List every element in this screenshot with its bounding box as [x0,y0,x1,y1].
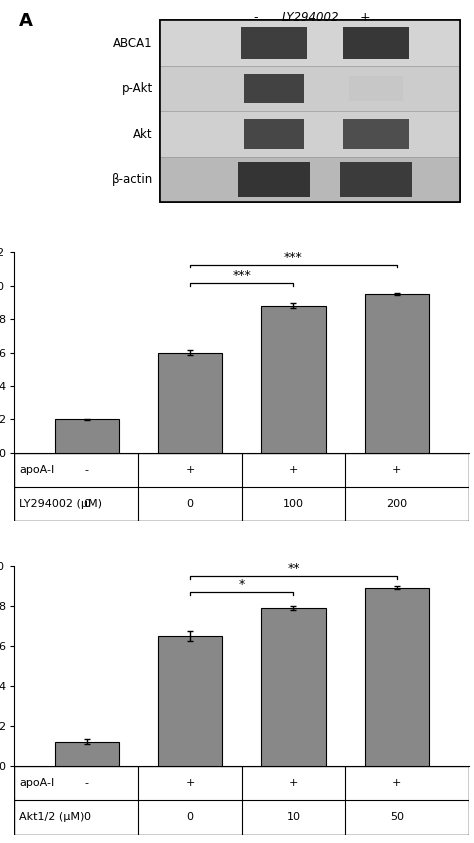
Text: Akt1/2 (μM): Akt1/2 (μM) [19,813,85,823]
Bar [244,119,304,149]
Bar [365,588,429,766]
Text: -: - [253,12,258,24]
Text: β-actin: β-actin [112,173,153,186]
Text: 0: 0 [187,813,193,823]
Text: 10: 10 [286,813,301,823]
Bar [261,306,326,453]
Bar [158,636,222,766]
Bar [158,352,222,453]
Text: ***: *** [284,251,303,264]
Text: +: + [392,778,401,788]
Text: **: ** [287,562,300,575]
Bar [343,119,409,149]
Text: apoA-I: apoA-I [19,778,55,788]
Bar [261,608,326,766]
Text: +: + [392,464,401,475]
Text: -: - [85,778,89,788]
Bar [349,76,403,101]
Text: +: + [185,464,195,475]
Text: ABCA1: ABCA1 [113,36,153,50]
Text: p-Akt: p-Akt [122,82,153,95]
Text: *: * [238,578,245,591]
Text: 50: 50 [390,813,404,823]
Bar [160,20,460,202]
Bar [160,20,460,66]
Bar [55,742,118,766]
Text: LY294002: LY294002 [281,12,339,24]
Bar [241,27,307,59]
Bar [244,74,304,104]
Text: -: - [85,464,89,475]
Bar [340,163,412,196]
Bar [160,111,460,157]
Text: +: + [289,778,298,788]
Text: 0: 0 [187,499,193,509]
Bar [343,27,409,59]
Text: apoA-I: apoA-I [19,464,55,475]
Bar [160,157,460,202]
Text: 100: 100 [283,499,304,509]
Bar [365,294,429,453]
Bar [160,66,460,111]
Text: +: + [359,12,370,24]
Text: 200: 200 [386,499,408,509]
Bar [238,163,310,196]
Text: +: + [289,464,298,475]
Text: 0: 0 [83,813,90,823]
Text: +: + [185,778,195,788]
Text: Akt: Akt [133,127,153,141]
Bar [160,20,460,202]
Text: ***: *** [232,270,251,282]
Text: 0: 0 [83,499,90,509]
Bar [55,419,118,453]
Text: LY294002 (μM): LY294002 (μM) [19,499,102,509]
Text: A: A [19,13,33,30]
